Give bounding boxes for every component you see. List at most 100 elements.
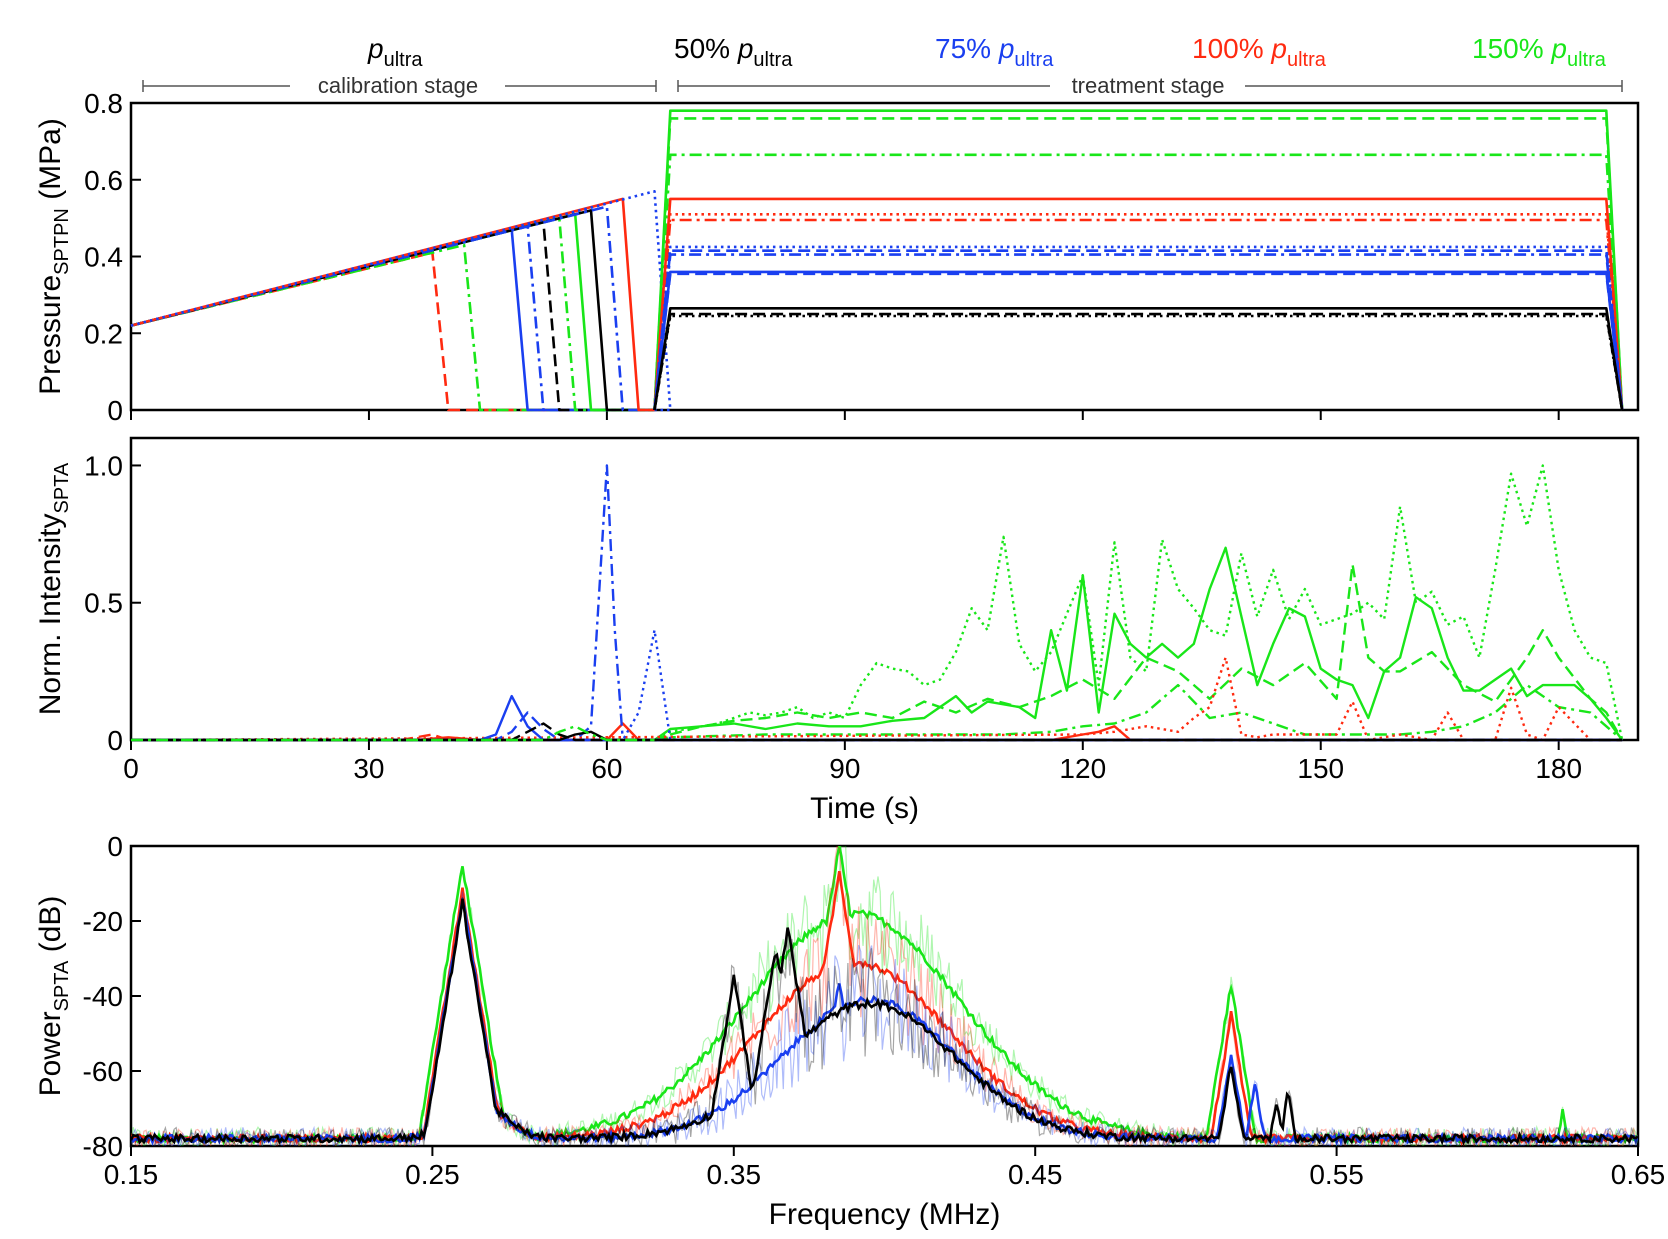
- spectrum-ylabel-main: Power: [34, 1011, 67, 1096]
- group-label-50: 50% pultra: [674, 33, 793, 71]
- intensity-series-black: [131, 730, 1623, 742]
- pressure-ylabel-unit: (MPa): [34, 118, 67, 208]
- group-50-pct: 50%: [674, 33, 738, 64]
- treatment-trace-blue: [653, 272, 1624, 411]
- treatment-trace-green: [653, 153, 1624, 411]
- intensity-xtick-label: 30: [353, 753, 384, 784]
- group-50-p: p: [737, 33, 754, 64]
- spectrum-noise-blue: [131, 891, 1638, 1146]
- intensity-series-red: [130, 656, 1623, 742]
- group-150-pct: 150%: [1472, 33, 1551, 64]
- spectrum-ylabel-unit: (dB): [34, 896, 67, 961]
- spectrum-ylabel-sub: SPTA: [51, 960, 73, 1011]
- intensity-xtick-label: 90: [829, 753, 860, 784]
- pressure-ylabel: PressureSPTPN (MPa): [34, 118, 73, 395]
- pressure-ytick-label: 0.2: [84, 318, 123, 349]
- svg-text:100% pultra: 100% pultra: [1192, 33, 1327, 71]
- treatment-trace-red: [653, 213, 1624, 411]
- intensity-xtick-label: 60: [591, 753, 622, 784]
- intensity-xtick-label: 180: [1535, 753, 1582, 784]
- spectrum-traces: [131, 846, 1638, 1146]
- group-75-sub: ultra: [1014, 49, 1054, 71]
- pressure-ylabel-main: Pressure: [34, 275, 67, 395]
- spectrum-series-black: [131, 898, 1638, 1146]
- intensity-series-green: [131, 683, 1623, 742]
- pressure-ytick-label: 0.6: [84, 165, 123, 196]
- calibration-p: p: [367, 33, 384, 64]
- intensity-series-green: [131, 563, 1624, 742]
- spectrum-xtick-label: 0.45: [1008, 1159, 1063, 1190]
- treatment-trace-blue: [653, 270, 1624, 411]
- intensity-series-red: [131, 722, 1623, 742]
- pressure-ylabel-sub: SPTPN: [51, 208, 73, 275]
- intensity-ylabel-main: Norm. Intensity: [34, 514, 67, 716]
- spectrum-ylabel: PowerSPTA (dB): [34, 896, 73, 1097]
- group-75-p: p: [998, 33, 1015, 64]
- spectrum-xtick-label: 0.25: [405, 1159, 460, 1190]
- intensity-ylabel-sub: SPTA: [51, 462, 73, 513]
- calibration-trace-green: [130, 213, 655, 412]
- group-75-pct: 75%: [935, 33, 999, 64]
- treatment-trace-black: [653, 312, 1624, 411]
- treatment-bracket: [677, 80, 1623, 92]
- calibration-stage-label: calibration stage: [318, 73, 478, 98]
- intensity-series-green: [131, 725, 655, 742]
- spectrum-xtick-label: 0.65: [1611, 1159, 1666, 1190]
- spectrum-xtick-label: 0.35: [707, 1159, 762, 1190]
- intensity-xtick-label: 120: [1059, 753, 1106, 784]
- treatment-trace-red: [653, 197, 1624, 411]
- intensity-series-green: [131, 546, 1624, 742]
- group-150-sub: ultra: [1567, 49, 1607, 71]
- pressure-frame: [129, 101, 1640, 412]
- pressure-ytick-label: 0: [107, 395, 123, 426]
- pressure-ytick-label: 0.4: [84, 242, 123, 273]
- spectrum-series-green: [131, 846, 1638, 1146]
- intensity-series-blue: [131, 464, 1623, 742]
- group-100-pct: 100%: [1192, 33, 1271, 64]
- calibration-p-label: pultra: [367, 33, 423, 71]
- intensity-series-blue: [131, 711, 1623, 742]
- treatment-trace-blue: [653, 245, 1624, 411]
- spectrum-xlabel: Frequency (MHz): [769, 1198, 1001, 1231]
- calibration-trace-red: [130, 251, 655, 412]
- treatment-trace-black: [653, 307, 1624, 411]
- calibration-p-sub: ultra: [384, 49, 424, 71]
- group-label-75: 75% pultra: [935, 33, 1054, 71]
- intensity-xtick-label: 150: [1297, 753, 1344, 784]
- group-150-p: p: [1550, 33, 1567, 64]
- treatment-stage-label: treatment stage: [1072, 73, 1225, 98]
- spectrum-series-red: [131, 870, 1638, 1146]
- calibration-trace-black: [130, 209, 655, 412]
- treatment-trace-green: [653, 117, 1624, 411]
- intensity-ytick-label: 1.0: [84, 450, 123, 481]
- intensity-series-green: [131, 464, 1624, 742]
- intensity-xtick-label: 0: [123, 753, 139, 784]
- spectrum-ytick-label: -20: [83, 906, 123, 937]
- calibration-trace-black: [130, 220, 655, 412]
- spectrum-ytick-label: -60: [83, 1056, 123, 1087]
- group-50-sub: ultra: [753, 49, 793, 71]
- intensity-frame: [129, 436, 1640, 742]
- calibration-trace-blue: [130, 224, 655, 412]
- calibration-trace-green: [130, 216, 655, 412]
- treatment-trace-red: [653, 218, 1624, 411]
- intensity-series-black: [131, 722, 1623, 742]
- calibration-trace-blue: [130, 228, 655, 412]
- treatment-trace-blue: [653, 253, 1624, 411]
- spectrum-series-blue: [131, 898, 1638, 1146]
- spectrum-ytick-label: -40: [83, 981, 123, 1012]
- calibration-bracket: [142, 80, 657, 92]
- treatment-trace-black: [653, 314, 1624, 411]
- spectrum-ytick-label: 0: [107, 831, 123, 862]
- intensity-series-blue: [131, 694, 1623, 742]
- calibration-trace-green: [130, 243, 655, 412]
- svg-text:150% pultra: 150% pultra: [1472, 33, 1607, 71]
- svg-text:50% pultra: 50% pultra: [674, 33, 793, 71]
- group-100-p: p: [1270, 33, 1287, 64]
- intensity-ytick-label: 0.5: [84, 588, 123, 619]
- group-label-150: 150% pultra: [1472, 33, 1607, 71]
- spectrum-xtick-label: 0.15: [104, 1159, 159, 1190]
- group-label-100: 100% pultra: [1192, 33, 1327, 71]
- spectrum-xtick-label: 0.55: [1309, 1159, 1364, 1190]
